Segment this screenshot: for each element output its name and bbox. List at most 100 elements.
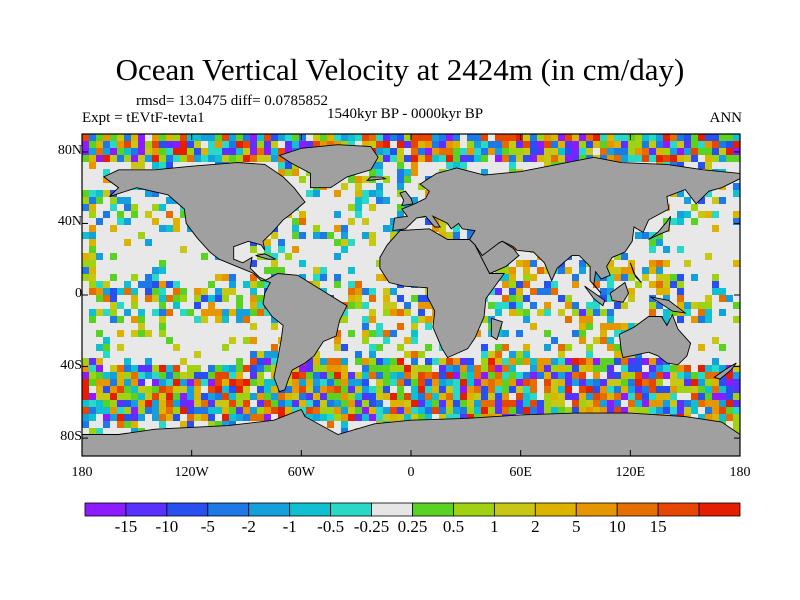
field-cell [166, 141, 173, 148]
field-cell [194, 379, 201, 386]
field-cell [607, 386, 614, 393]
field-cell [250, 155, 257, 162]
field-cell [593, 407, 600, 414]
field-cell [355, 197, 362, 204]
field-cell [404, 365, 411, 372]
field-cell [292, 407, 299, 414]
field-cell [446, 141, 453, 148]
field-cell [565, 393, 572, 400]
field-cell [418, 295, 425, 302]
field-cell [166, 155, 173, 162]
field-cell [628, 260, 635, 267]
field-cell [362, 232, 369, 239]
field-cell [656, 365, 663, 372]
field-cell [607, 274, 614, 281]
field-cell [103, 351, 110, 358]
field-cell [173, 393, 180, 400]
field-cell [131, 414, 138, 421]
field-cell [530, 379, 537, 386]
field-cell [411, 386, 418, 393]
field-cell [670, 386, 677, 393]
field-cell [607, 407, 614, 414]
field-cell [607, 295, 614, 302]
field-cell [145, 386, 152, 393]
colorbar-label: -0.5 [317, 517, 345, 536]
field-cell [439, 400, 446, 407]
field-cell [166, 225, 173, 232]
field-cell [698, 148, 705, 155]
field-cell [194, 141, 201, 148]
field-cell [544, 309, 551, 316]
field-cell [306, 372, 313, 379]
field-cell [264, 365, 271, 372]
field-cell [523, 141, 530, 148]
field-cell [467, 407, 474, 414]
field-cell [530, 141, 537, 148]
field-cell [145, 330, 152, 337]
field-cell [600, 386, 607, 393]
field-cell [712, 337, 719, 344]
field-cell [292, 169, 299, 176]
field-cell [306, 365, 313, 372]
field-cell [376, 141, 383, 148]
field-cell [292, 372, 299, 379]
field-cell [663, 309, 670, 316]
field-cell [348, 176, 355, 183]
field-cell [369, 169, 376, 176]
field-cell [89, 358, 96, 365]
field-cell [327, 393, 334, 400]
field-cell [509, 148, 516, 155]
field-cell [299, 372, 306, 379]
field-cell [446, 386, 453, 393]
field-cell [82, 204, 89, 211]
field-cell [502, 372, 509, 379]
field-cell [628, 400, 635, 407]
field-cell [726, 295, 733, 302]
field-cell [551, 372, 558, 379]
field-cell [145, 288, 152, 295]
field-cell [383, 302, 390, 309]
field-cell [124, 365, 131, 372]
field-cell [404, 400, 411, 407]
field-cell [432, 358, 439, 365]
field-cell [152, 218, 159, 225]
field-cell [159, 330, 166, 337]
field-cell [201, 309, 208, 316]
field-cell [383, 197, 390, 204]
field-cell [369, 393, 376, 400]
field-cell [285, 148, 292, 155]
field-cell [187, 421, 194, 428]
field-cell [215, 288, 222, 295]
field-cell [208, 302, 215, 309]
field-cell [383, 134, 390, 141]
field-cell [138, 414, 145, 421]
field-cell [215, 400, 222, 407]
field-cell [271, 379, 278, 386]
field-cell [397, 393, 404, 400]
field-cell [96, 428, 103, 435]
colorbar-swatch [412, 502, 454, 517]
field-cell [600, 141, 607, 148]
field-cell [404, 302, 411, 309]
field-cell [383, 414, 390, 421]
field-cell [117, 330, 124, 337]
field-cell [460, 414, 467, 421]
experiment-label: Expt = tEVtF-tevta1 [82, 110, 205, 126]
field-cell [467, 141, 474, 148]
field-cell [719, 141, 726, 148]
field-cell [313, 274, 320, 281]
field-cell [733, 141, 740, 148]
field-cell [138, 379, 145, 386]
field-cell [663, 386, 670, 393]
field-cell [614, 141, 621, 148]
field-cell [621, 253, 628, 260]
field-cell [537, 267, 544, 274]
field-cell [96, 197, 103, 204]
field-cell [607, 372, 614, 379]
field-cell [635, 232, 642, 239]
field-cell [733, 414, 740, 421]
field-cell [89, 316, 96, 323]
field-cell [166, 295, 173, 302]
field-cell [201, 400, 208, 407]
field-cell [565, 386, 572, 393]
